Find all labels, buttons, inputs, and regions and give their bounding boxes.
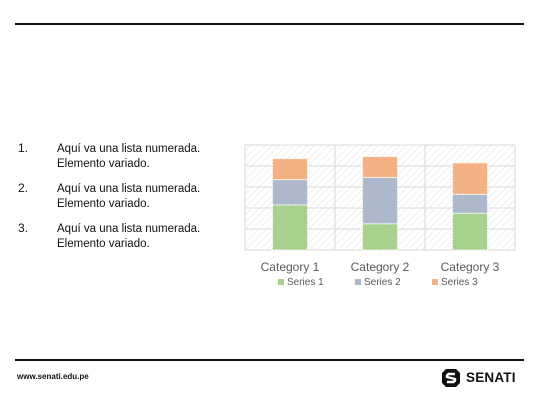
list-item: 1. Aquí va una lista numerada. Elemento …: [18, 141, 238, 181]
category-label: Category 1: [261, 260, 320, 274]
bar-segment: [271, 179, 309, 206]
bar-segment: [451, 193, 489, 214]
legend-swatch: [355, 279, 361, 285]
list-item-number: 1.: [18, 141, 29, 155]
bar-segment: [451, 212, 489, 251]
list-item-number: 2.: [18, 181, 29, 195]
numbered-list: 1. Aquí va una lista numerada. Elemento …: [18, 141, 238, 261]
bottom-rule: [15, 359, 524, 361]
bar-segment: [451, 162, 489, 195]
legend-label: Series 3: [441, 277, 478, 288]
list-item: 3. Aquí va una lista numerada. Elemento …: [18, 221, 238, 261]
list-item: 2. Aquí va una lista numerada. Elemento …: [18, 181, 238, 221]
senati-logo-icon: [442, 369, 460, 387]
bar-segment: [361, 156, 399, 179]
bar-segment: [361, 177, 399, 225]
top-rule: [15, 23, 524, 25]
list-item-text: Aquí va una lista numerada. Elemento var…: [57, 223, 201, 250]
plot-area: [244, 144, 516, 251]
legend-label: Series 1: [287, 277, 324, 288]
category-label: Category 2: [351, 260, 410, 274]
legend-swatch: [432, 279, 438, 285]
list-item-text: Aquí va una lista numerada. Elemento var…: [57, 183, 201, 210]
legend-label: Series 2: [364, 277, 401, 288]
brand-name: SENATI: [466, 370, 516, 385]
list-item-number: 3.: [18, 221, 29, 235]
bar-segment: [271, 204, 309, 251]
list-item-text: Aquí va una lista numerada. Elemento var…: [57, 143, 201, 170]
bar-segment: [361, 223, 399, 251]
category-label: Category 3: [441, 260, 500, 274]
footer-url[interactable]: www.senati.edu.pe: [17, 372, 89, 381]
bar-segment: [271, 158, 309, 181]
legend-swatch: [278, 279, 284, 285]
